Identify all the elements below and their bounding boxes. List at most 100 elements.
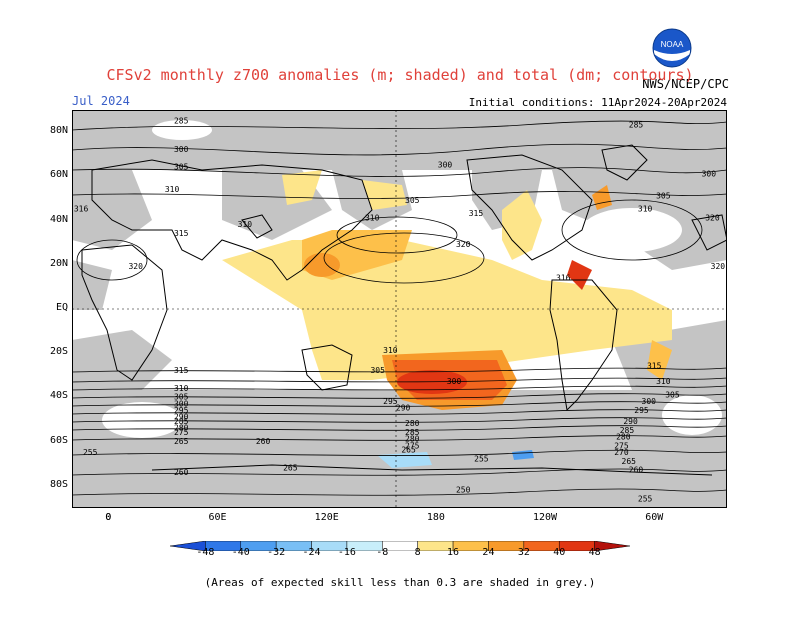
lat-label: 80S — [49, 478, 68, 490]
contour-label: 310 — [656, 377, 671, 386]
contour-label: 255 — [638, 494, 653, 503]
contour-label: 320 — [456, 240, 471, 249]
contour-label: 320 — [128, 262, 143, 271]
contour-label: 290 — [623, 417, 638, 426]
contour-label: 280 — [174, 424, 189, 433]
lat-label: 80N — [49, 125, 68, 137]
contour-label: 275 — [614, 441, 629, 450]
lon-label: 60E — [208, 512, 227, 523]
lat-label: 40N — [49, 213, 68, 225]
contour-label: 310 — [165, 185, 180, 194]
colorbar — [169, 536, 631, 552]
noaa-logo: NOAA — [652, 28, 692, 68]
contour-label: 300 — [447, 377, 462, 386]
contour-label: 265 — [401, 446, 416, 455]
contour-label: 315 — [469, 209, 484, 218]
lon-label: 180 — [426, 512, 445, 523]
contour-label: 285 — [174, 116, 189, 125]
forecast-month: Jul 2024 — [72, 94, 130, 108]
colorbar-label: -40 — [231, 547, 250, 558]
contour-label: 305 — [174, 163, 189, 172]
lon-label: 0 — [105, 512, 112, 523]
contour-label: 260 — [629, 466, 644, 475]
contour-label: 320 — [711, 262, 726, 271]
colorbar-label: 40 — [553, 547, 566, 558]
contour-label: 265 — [283, 463, 298, 472]
page-title: CFSv2 monthly z700 anomalies (m; shaded)… — [106, 66, 694, 84]
skill-footnote: (Areas of expected skill less than 0.3 a… — [204, 576, 596, 589]
contour-label: 285 — [174, 417, 189, 426]
contour-label: 265 — [174, 437, 189, 446]
contour-label: 310 — [365, 214, 380, 223]
lat-label: 40S — [49, 390, 68, 402]
contour-label: 265 — [622, 457, 637, 466]
colorbar-label: -48 — [196, 547, 215, 558]
contour-label: 285 — [620, 426, 635, 435]
contour-label: 315 — [174, 229, 189, 238]
contour-label: 300 — [438, 160, 453, 169]
noaa-logo-text: NOAA — [661, 40, 684, 49]
contour-label: 305 — [174, 393, 189, 402]
contour-label: 295 — [383, 397, 398, 406]
contour-label: 275 — [405, 441, 420, 450]
contour-label: 280 — [405, 419, 420, 428]
contour-label: 300 — [174, 145, 189, 154]
contour-label: 305 — [665, 390, 680, 399]
contour-label: 310 — [383, 346, 398, 355]
contour-label: 270 — [614, 448, 629, 457]
colorbar-label: -24 — [302, 547, 321, 558]
colorbar-swatch — [594, 540, 631, 552]
contour-label: 280 — [405, 435, 420, 444]
contour-label: 290 — [396, 404, 411, 413]
contour-label: 275 — [174, 428, 189, 437]
contour-label: 305 — [656, 191, 671, 200]
contour-label: 295 — [634, 406, 649, 415]
contour-label: 255 — [83, 448, 98, 457]
contour-label: 305 — [370, 366, 385, 375]
agency-label: NWS/NCEP/CPC — [642, 77, 729, 91]
contour-label: 300 — [702, 169, 717, 178]
contour-label: 260 — [174, 468, 189, 477]
height-contours — [71, 120, 728, 496]
contour-label: 316 — [74, 205, 89, 214]
contour-label: 315 — [647, 362, 662, 371]
colorbar-label: 16 — [447, 547, 460, 558]
positive-anomaly-shading — [222, 170, 672, 410]
contour-label: 316 — [556, 273, 571, 282]
contour-label: 315 — [174, 366, 189, 375]
contour-label: 290 — [174, 413, 189, 422]
colorbar-label: -8 — [376, 547, 389, 558]
lat-label: 20S — [49, 346, 68, 358]
contour-label: 300 — [642, 397, 657, 406]
initial-conditions: Initial conditions: 11Apr2024-20Apr2024 — [468, 96, 727, 109]
colorbar-label: 32 — [517, 547, 530, 558]
coastlines — [81, 144, 728, 476]
contour-label: 250 — [456, 486, 471, 495]
world-map: 285 300 305 310 315 320 310 310 305 300 315 320 316 3… — [71, 110, 728, 508]
contour-label: 285 — [405, 428, 420, 437]
contour-label: 320 — [705, 214, 720, 223]
colorbar-label: 48 — [588, 547, 601, 558]
lat-label: EQ — [55, 302, 68, 313]
contour-label: 300 — [174, 399, 189, 408]
contour-label: 285 — [629, 121, 644, 130]
colorbar-label: -32 — [267, 547, 286, 558]
contour-label: 310 — [174, 384, 189, 393]
lat-label: 20N — [49, 257, 68, 269]
contour-label: 255 — [474, 455, 489, 464]
contour-label: 260 — [256, 437, 271, 446]
contour-label: 280 — [616, 432, 631, 441]
lon-label: 0 — [105, 512, 112, 523]
colorbar-label: 24 — [482, 547, 495, 558]
lat-label: 60N — [49, 169, 68, 181]
colorbar-label: 8 — [414, 547, 421, 558]
contour-label: 295 — [174, 406, 189, 415]
graticule — [72, 110, 727, 508]
colorbar-label: -16 — [337, 547, 356, 558]
contour-label: 305 — [405, 196, 420, 205]
lon-label: 60W — [645, 512, 664, 523]
contour-label: 310 — [238, 220, 253, 229]
lon-label: 120E — [314, 512, 339, 523]
lon-label: 120W — [533, 512, 558, 523]
lat-label: 60S — [49, 434, 68, 446]
